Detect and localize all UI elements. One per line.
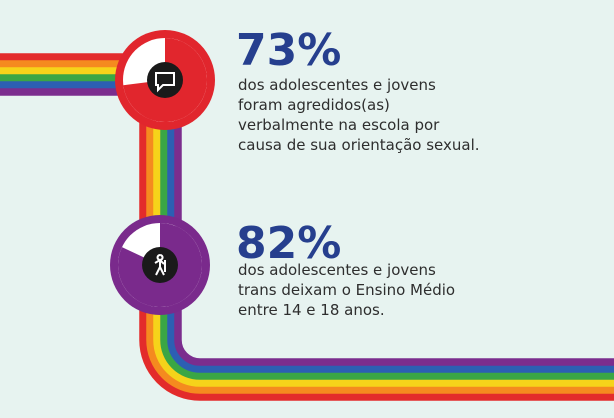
stat-text: foram agredidos(as)	[238, 96, 390, 114]
stat-text: verbalmente na escola por	[238, 116, 440, 134]
stat-text: trans deixam o Ensino Médio	[238, 281, 455, 299]
infographic: 73%dos adolescentes e jovensforam agredi…	[0, 0, 614, 418]
stat-value: 73%	[236, 25, 341, 76]
stat-text: entre 14 e 18 anos.	[238, 301, 385, 319]
stat-text: dos adolescentes e jovens	[238, 261, 436, 279]
icon-bg	[147, 62, 183, 98]
stat-text: causa de sua orientação sexual.	[238, 136, 480, 154]
stat-text: dos adolescentes e jovens	[238, 76, 436, 94]
